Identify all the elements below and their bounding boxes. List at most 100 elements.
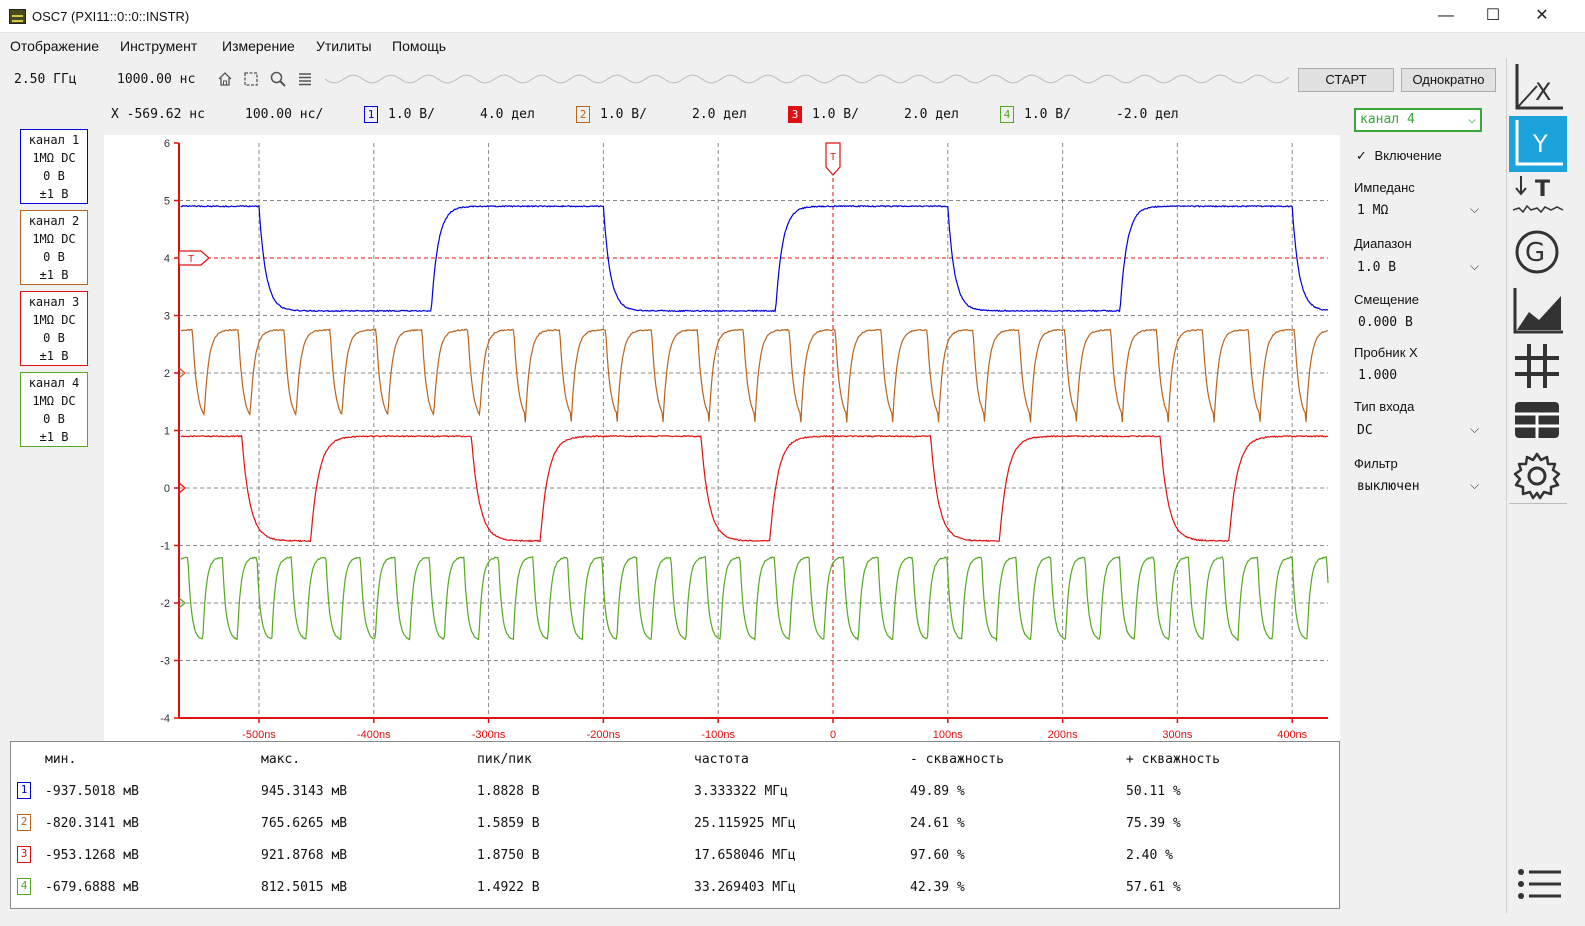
menu-measurement[interactable]: Измерение bbox=[222, 38, 295, 54]
chevron-down-icon[interactable]: ⌵ bbox=[1470, 259, 1479, 274]
status-row: X -569.62 нс 100.00 нс/ 1 1.0 В/ 4.0 дел… bbox=[0, 104, 1340, 126]
menu-help[interactable]: Помощь bbox=[392, 38, 446, 54]
menu-icon bbox=[1509, 856, 1565, 912]
channel-card-2[interactable]: канал 2 1MΩ DC 0 В ±1 В bbox=[20, 210, 88, 285]
ch1-offset[interactable]: 4.0 дел bbox=[480, 107, 535, 122]
probe-input[interactable]: 1.000 bbox=[1358, 368, 1397, 383]
trigger-level-label: T bbox=[188, 254, 194, 265]
ch4-scale[interactable]: 1.0 В/ bbox=[1024, 107, 1071, 122]
minimize-button[interactable]: — bbox=[1423, 0, 1469, 32]
menu-button[interactable] bbox=[1509, 856, 1567, 912]
enable-checkbox[interactable]: ✓ Включение bbox=[1356, 148, 1442, 164]
app-icon bbox=[9, 9, 26, 24]
chevron-down-icon[interactable]: ⌵ bbox=[1470, 202, 1479, 217]
menu-bar: Отображение Инструмент Измерение Утилиты… bbox=[0, 34, 1510, 58]
ch1-scale[interactable]: 1.0 В/ bbox=[388, 107, 435, 122]
menu-instrument[interactable]: Инструмент bbox=[120, 38, 197, 54]
cell-freq: 17.658046 МГц bbox=[694, 848, 796, 863]
col-max: макс. bbox=[261, 752, 300, 767]
settings-button[interactable] bbox=[1509, 448, 1567, 504]
chevron-down-icon[interactable]: ⌵ bbox=[1470, 422, 1479, 437]
list-icon[interactable] bbox=[296, 70, 314, 88]
g-label: G bbox=[1525, 238, 1545, 268]
toolbar: 2.50 ГГц 1000.00 нс СТАРТ Однократно bbox=[0, 64, 1510, 94]
menu-display[interactable]: Отображение bbox=[10, 38, 99, 54]
y-tick-label: 0 bbox=[164, 483, 170, 495]
ch4-indicator[interactable]: 4 bbox=[1000, 106, 1014, 123]
chevron-down-icon[interactable]: ⌵ bbox=[1470, 478, 1479, 493]
filter-label: Фильтр bbox=[1354, 456, 1398, 471]
input-type-select[interactable]: DC bbox=[1357, 423, 1373, 438]
cell-min: -679.6888 мВ bbox=[45, 880, 139, 895]
ch3-scale[interactable]: 1.0 В/ bbox=[812, 107, 859, 122]
y-axis-button[interactable]: Y bbox=[1509, 116, 1567, 172]
cell-neg-duty: 97.60 % bbox=[910, 848, 965, 863]
channel-card-4[interactable]: канал 4 1MΩ DC 0 В ±1 В bbox=[20, 372, 88, 447]
col-min: мин. bbox=[45, 752, 76, 767]
card-coupling: 1MΩ DC bbox=[21, 311, 87, 329]
x-tick-label: -200ns bbox=[587, 729, 621, 741]
y-tick-label: 1 bbox=[164, 426, 170, 438]
ch3-offset[interactable]: 2.0 дел bbox=[904, 107, 959, 122]
range-label: Диапазон bbox=[1354, 236, 1412, 251]
ch1-indicator[interactable]: 1 bbox=[364, 106, 378, 123]
channel-card-1[interactable]: канал 1 1MΩ DC 0 В ±1 В bbox=[20, 129, 88, 204]
x-tick-label: 300ns bbox=[1162, 729, 1192, 741]
zoom-icon[interactable] bbox=[269, 70, 287, 88]
trigger-button[interactable]: T bbox=[1509, 172, 1567, 228]
card-offset: 0 В bbox=[21, 167, 87, 185]
cell-min: -820.3141 мВ bbox=[45, 816, 139, 831]
table-button[interactable] bbox=[1509, 392, 1567, 448]
scope-display[interactable]: 6 5 4 3 2 1 0 -1 -2 -3 -4 -500ns -400ns -300ns -200ns -… bbox=[104, 135, 1340, 741]
chart-button[interactable] bbox=[1509, 282, 1567, 338]
start-button[interactable]: СТАРТ bbox=[1298, 68, 1394, 92]
timebase[interactable]: 100.00 нс/ bbox=[245, 107, 323, 122]
y-axis-icon: Y bbox=[1509, 116, 1565, 172]
range-select[interactable]: 1.0 В bbox=[1357, 260, 1396, 275]
measurements-table: мин. макс. пик/пик частота - скважность … bbox=[10, 741, 1340, 909]
cell-max: 921.8768 мВ bbox=[261, 848, 347, 863]
enable-label: Включение bbox=[1375, 148, 1442, 163]
x-tick-label: -300ns bbox=[472, 729, 506, 741]
home-icon[interactable] bbox=[216, 70, 234, 88]
trigger-icon: T bbox=[1509, 172, 1565, 228]
single-button[interactable]: Однократно bbox=[1401, 68, 1496, 92]
filter-select[interactable]: выключен bbox=[1357, 479, 1420, 494]
cell-min: -937.5018 мВ bbox=[45, 784, 139, 799]
x-tick-label: 100ns bbox=[933, 729, 963, 741]
ch2-scale[interactable]: 1.0 В/ bbox=[600, 107, 647, 122]
sample-rate[interactable]: 2.50 ГГц bbox=[14, 72, 77, 87]
x-position[interactable]: X -569.62 нс bbox=[111, 107, 205, 122]
trigger-time-label: T bbox=[830, 152, 836, 163]
cell-pp: 1.8828 В bbox=[477, 784, 540, 799]
offset-input[interactable]: 0.000 В bbox=[1358, 315, 1413, 330]
card-name: канал 2 bbox=[21, 212, 87, 230]
chart-icon bbox=[1509, 282, 1565, 338]
input-type-label: Тип входа bbox=[1354, 399, 1414, 414]
ch2-indicator[interactable]: 2 bbox=[576, 106, 590, 123]
ch2-offset[interactable]: 2.0 дел bbox=[692, 107, 747, 122]
fit-icon[interactable] bbox=[242, 70, 260, 88]
ch3-indicator[interactable]: 3 bbox=[788, 106, 802, 123]
menu-utilities[interactable]: Утилиты bbox=[316, 38, 372, 54]
channel-select[interactable]: канал 4 ⌵ bbox=[1354, 108, 1482, 132]
grid-button[interactable] bbox=[1509, 338, 1567, 394]
card-offset: 0 В bbox=[21, 329, 87, 347]
generator-button[interactable]: G bbox=[1509, 224, 1567, 280]
col-pos-duty: + скважность bbox=[1126, 752, 1220, 767]
x-axis-button[interactable]: X bbox=[1509, 60, 1567, 116]
waveform-plot[interactable]: 6 5 4 3 2 1 0 -1 -2 -3 -4 -500ns -400ns -300ns -200ns -… bbox=[104, 135, 1340, 741]
ch4-offset[interactable]: -2.0 дел bbox=[1116, 107, 1179, 122]
maximize-button[interactable]: ☐ bbox=[1470, 0, 1516, 32]
row-channel: 4 bbox=[17, 878, 31, 895]
cell-pos-duty: 50.11 % bbox=[1126, 784, 1181, 799]
cell-max: 812.5015 мВ bbox=[261, 880, 347, 895]
chevron-down-icon: ⌵ bbox=[1468, 110, 1476, 130]
record-length[interactable]: 1000.00 нс bbox=[117, 72, 195, 87]
y-tick-label: 4 bbox=[164, 253, 170, 265]
x-tick-label: -100ns bbox=[701, 729, 735, 741]
impedance-select[interactable]: 1 MΩ bbox=[1357, 203, 1388, 218]
card-coupling: 1MΩ DC bbox=[21, 392, 87, 410]
close-button[interactable]: ✕ bbox=[1519, 0, 1565, 32]
channel-card-3[interactable]: канал 3 1MΩ DC 0 В ±1 В bbox=[20, 291, 88, 366]
